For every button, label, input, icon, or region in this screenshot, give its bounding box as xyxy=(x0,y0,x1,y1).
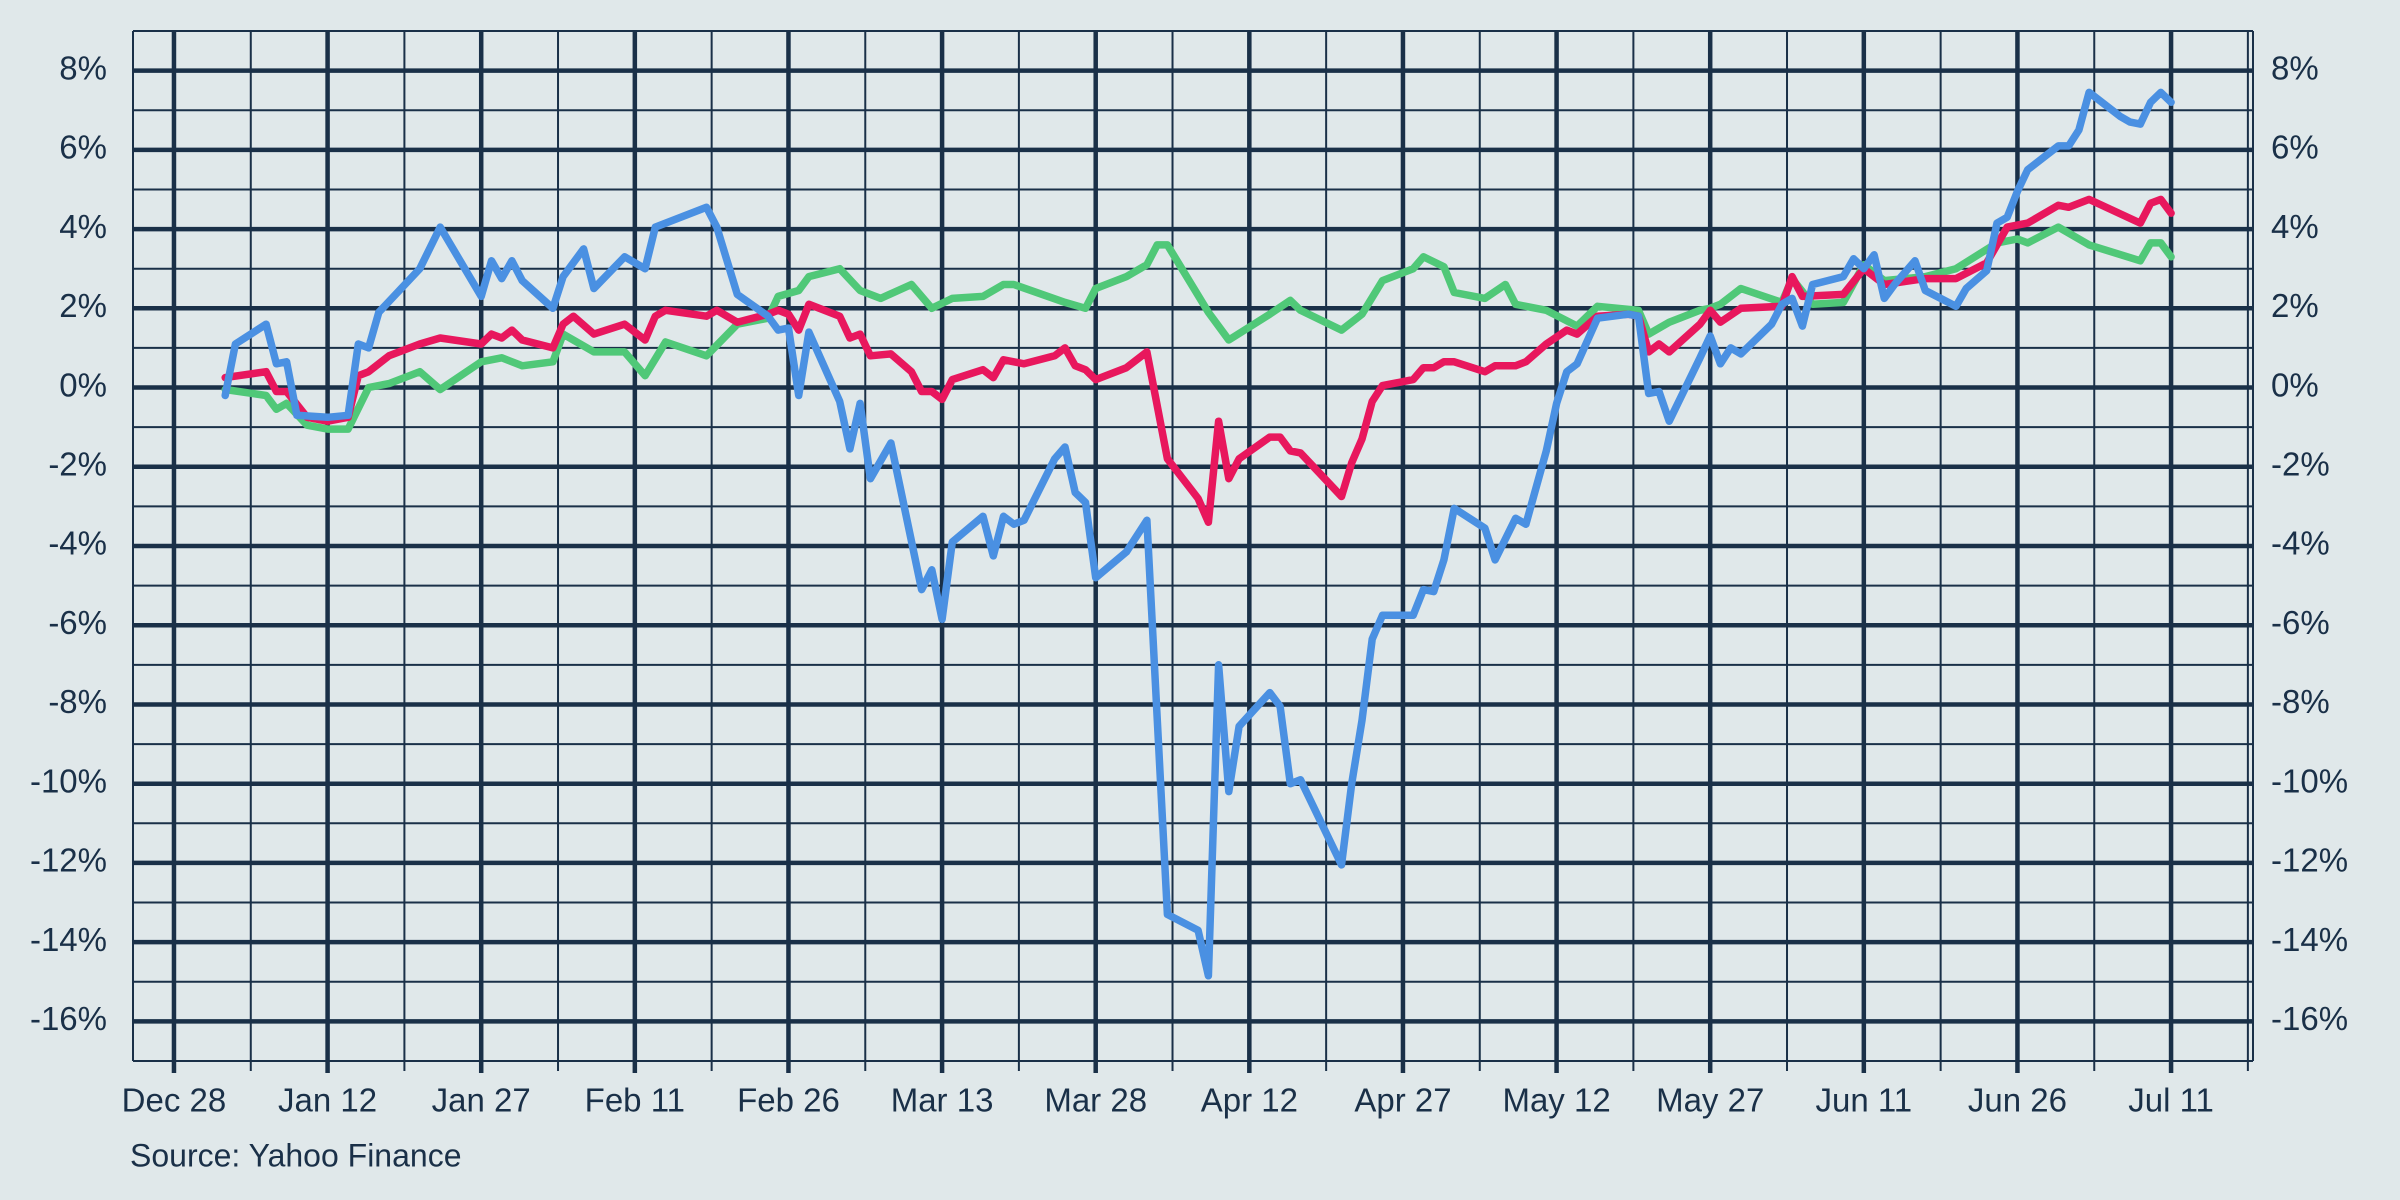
source-note: Source: Yahoo Finance xyxy=(130,1137,461,1173)
x-tick-label: Jan 12 xyxy=(278,1082,377,1119)
y-tick-label: 2% xyxy=(59,287,107,324)
series-line xyxy=(221,195,2175,526)
x-tick-label: Mar 13 xyxy=(891,1082,994,1119)
y-tick-label: -4% xyxy=(48,525,107,562)
x-tick-label: Feb 26 xyxy=(737,1082,840,1119)
y-tick-label-right: 0% xyxy=(2271,366,2319,403)
y-tick-label: 6% xyxy=(59,129,107,166)
y-tick-label-right: -2% xyxy=(2271,445,2330,482)
y-tick-label-right: -14% xyxy=(2271,921,2348,958)
y-tick-label: -12% xyxy=(30,842,107,879)
y-tick-label-right: -6% xyxy=(2271,604,2330,641)
y-tick-label-right: -12% xyxy=(2271,842,2348,879)
y-tick-label: -2% xyxy=(48,445,107,482)
y-tick-label-right: 8% xyxy=(2271,49,2319,86)
y-tick-label-right: -10% xyxy=(2271,762,2348,799)
x-tick-label: Feb 11 xyxy=(585,1082,685,1119)
y-tick-label: 4% xyxy=(59,208,107,245)
y-tick-label-right: -16% xyxy=(2271,1000,2348,1037)
x-tick-label: May 12 xyxy=(1502,1082,1610,1119)
x-tick-label: May 27 xyxy=(1656,1082,1764,1119)
series-line xyxy=(221,223,2175,433)
y-tick-label: 8% xyxy=(59,49,107,86)
y-tick-label-right: -8% xyxy=(2271,683,2330,720)
y-tick-label-right: -4% xyxy=(2271,525,2330,562)
y-tick-label: -8% xyxy=(48,683,107,720)
y-tick-label: 0% xyxy=(59,366,107,403)
x-tick-label: Jul 11 xyxy=(2128,1082,2214,1119)
x-tick-label: Dec 28 xyxy=(122,1082,227,1119)
y-tick-label: -14% xyxy=(30,921,107,958)
y-tick-label: -10% xyxy=(30,762,107,799)
y-tick-label: -6% xyxy=(48,604,107,641)
x-tick-label: Jan 27 xyxy=(432,1082,531,1119)
y-tick-label: -16% xyxy=(30,1000,107,1037)
x-tick-label: Jun 11 xyxy=(1816,1082,1913,1119)
y-tick-label-right: 2% xyxy=(2271,287,2319,324)
y-tick-label-right: 4% xyxy=(2271,208,2319,245)
y-tick-label-right: 6% xyxy=(2271,129,2319,166)
x-tick-label: Mar 28 xyxy=(1044,1082,1147,1119)
x-tick-label: Jun 26 xyxy=(1968,1082,2067,1119)
x-tick-label: Apr 12 xyxy=(1201,1082,1298,1119)
grid xyxy=(132,30,2254,1073)
x-tick-label: Apr 27 xyxy=(1354,1082,1451,1119)
series-line xyxy=(221,88,2175,980)
